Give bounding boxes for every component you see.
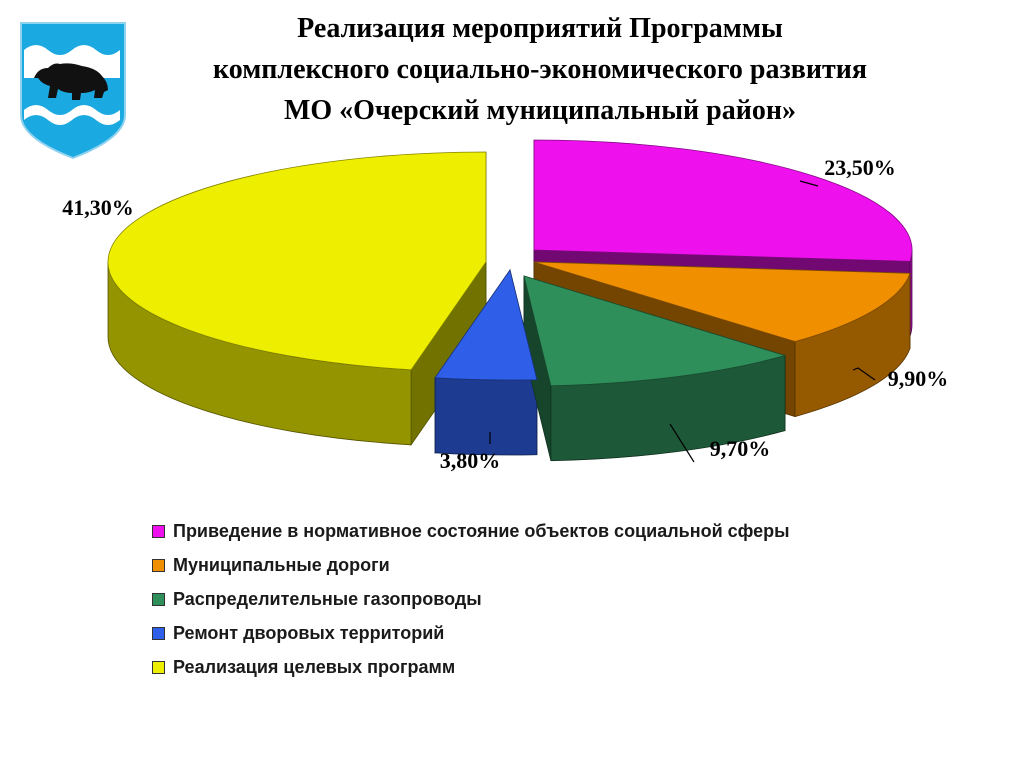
pie-slice (434, 269, 538, 381)
legend-item-yards: Ремонт дворовых территорий (152, 616, 790, 650)
legend-swatch (152, 558, 165, 572)
pie-slice (107, 151, 487, 371)
legend-label: Приведение в нормативное состояние объек… (173, 520, 790, 541)
legend-label: Распределительные газопроводы (173, 588, 482, 609)
leader-line (852, 367, 876, 381)
leader-lines (489, 180, 876, 463)
title-line-2: комплексного социально-экономического ра… (212, 54, 868, 85)
legend-item-social: Приведение в нормативное состояние объек… (152, 514, 790, 548)
coat-of-arms-emblem (20, 22, 126, 160)
legend-swatch (152, 592, 165, 606)
data-label: 9,70% (710, 436, 771, 461)
slice-tops (107, 139, 913, 387)
legend-swatch (152, 524, 165, 538)
legend-label: Реализация целевых программ (173, 656, 456, 677)
data-label: 41,30% (62, 195, 134, 220)
legend-label: Муниципальные дороги (173, 554, 390, 575)
page-title: Реализация мероприятий Программы комплек… (120, 8, 960, 131)
leader-line (799, 180, 819, 187)
data-label: 3,80% (440, 448, 501, 473)
title-line-1: Реализация мероприятий Программы (297, 13, 783, 44)
title-line-3: МО «Очерский муниципальный район» (283, 95, 797, 126)
slice-outer-face (434, 377, 538, 456)
data-label: 23,50% (824, 155, 896, 180)
chart-legend: Приведение в нормативное состояние объек… (152, 514, 790, 684)
legend-item-roads: Муниципальные дороги (152, 548, 790, 582)
legend-swatch (152, 626, 165, 640)
legend-item-gas: Распределительные газопроводы (152, 582, 790, 616)
data-label: 9,90% (888, 366, 949, 391)
pie-chart: 23,50% 9,90% 9,70% 3,80% 41,30% (62, 139, 948, 473)
pie-slice (533, 139, 913, 262)
legend-swatch (152, 660, 165, 674)
leader-line (669, 423, 695, 463)
legend-label: Ремонт дворовых территорий (173, 622, 445, 643)
legend-item-programs: Реализация целевых программ (152, 650, 790, 684)
data-labels: 23,50% 9,90% 9,70% 3,80% 41,30% (62, 155, 948, 473)
pie-slice (533, 261, 911, 342)
pie-slice (523, 275, 787, 387)
